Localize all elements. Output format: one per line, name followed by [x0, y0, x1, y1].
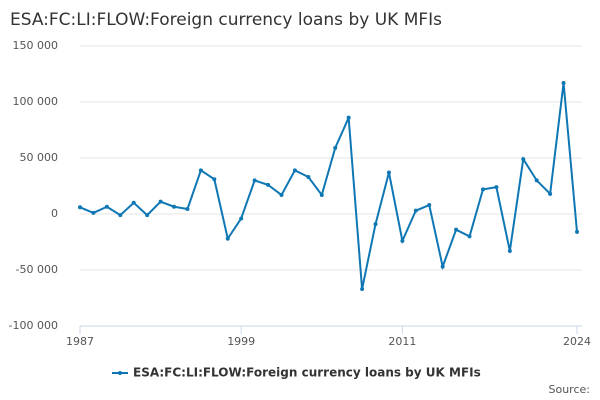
y-tick-label: 50 000 [20, 151, 59, 164]
data-point [225, 236, 230, 241]
data-point [239, 216, 244, 221]
data-point [279, 192, 284, 197]
x-tick-label: 1999 [227, 335, 255, 348]
data-point [292, 168, 297, 173]
y-tick-label: -50 000 [16, 263, 58, 276]
y-tick-label: -100 000 [9, 319, 58, 332]
data-point [386, 170, 391, 175]
data-point [480, 187, 485, 192]
data-point [534, 178, 539, 183]
data-point [172, 204, 177, 209]
data-point [104, 204, 109, 209]
legend-label: ESA:FC:LI:FLOW:Foreign currency loans by… [133, 366, 481, 380]
data-point [507, 248, 512, 253]
data-point [158, 199, 163, 204]
data-point [454, 227, 459, 232]
data-point [427, 203, 432, 208]
data-point [494, 185, 499, 190]
data-point [440, 264, 445, 269]
data-point [521, 157, 526, 162]
data-point [548, 191, 553, 196]
data-point [145, 213, 150, 218]
data-point [561, 80, 566, 85]
data-point [118, 213, 123, 218]
data-point [360, 287, 365, 292]
data-point [78, 205, 82, 210]
y-tick-label: 100 000 [13, 95, 59, 108]
y-tick-label: 0 [51, 207, 58, 220]
data-point [185, 206, 190, 211]
data-point [400, 238, 405, 243]
data-point [346, 115, 351, 120]
data-point [575, 229, 579, 234]
source: Source: [549, 383, 591, 396]
x-tick-label: 2011 [388, 335, 416, 348]
y-tick-label: 150 000 [13, 39, 59, 52]
x-tick-label: 1987 [66, 335, 94, 348]
data-point [266, 182, 271, 187]
data-point [306, 175, 311, 180]
data-point [467, 234, 472, 239]
data-point [198, 168, 203, 173]
data-point [373, 222, 378, 227]
legend-marker [118, 371, 122, 375]
data-point [91, 210, 96, 215]
data-point [333, 145, 338, 150]
data-point [252, 178, 257, 183]
chart-title: ESA:FC:LI:FLOW:Foreign currency loans by… [10, 10, 442, 30]
x-tick-label: 2024 [563, 335, 591, 348]
series-line [79, 82, 578, 290]
data-point [319, 192, 324, 197]
data-point [413, 208, 418, 213]
data-point [212, 177, 217, 182]
data-point [131, 200, 136, 205]
